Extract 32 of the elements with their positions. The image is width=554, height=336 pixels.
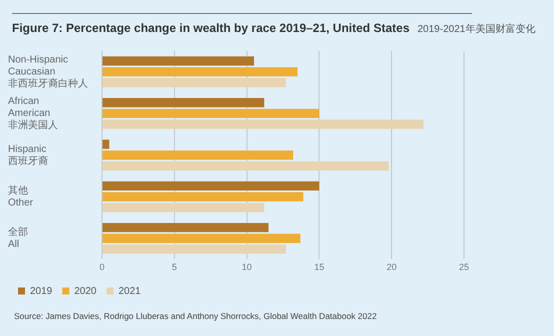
bar	[102, 244, 286, 254]
bar	[102, 181, 320, 191]
bar	[102, 222, 269, 232]
legend-label: 2019	[30, 286, 53, 297]
legend-label: 2020	[74, 286, 97, 297]
x-tick-label: 10	[242, 262, 252, 272]
chart-title: Figure 7: Percentage change in wealth by race 2019–21, United States	[12, 21, 410, 35]
chart-subtitle: 2019-2021年美国财富变化	[418, 24, 536, 35]
bar	[102, 234, 300, 243]
y-tick-label: Hispanic 西班牙裔	[8, 144, 48, 167]
bar	[102, 67, 298, 76]
bar	[102, 108, 320, 118]
bar	[102, 140, 110, 149]
bar	[102, 78, 286, 88]
bar	[102, 56, 254, 66]
legend-label: 2021	[118, 286, 142, 297]
source-note: Source: James Davies, Rodrigo Lluberas and Anthony Shorrocks, Global Wealth Databook 2022	[14, 311, 377, 321]
x-tick-label: 25	[458, 262, 470, 272]
y-tick-label: 其他 Other	[8, 184, 34, 208]
y-tick-label: Non-Hispanic Caucasian 非西班牙裔白种人	[8, 54, 88, 90]
bar	[102, 150, 294, 160]
bar	[102, 120, 424, 129]
x-tick-label: 20	[386, 262, 397, 272]
y-tick-label: African American 非洲美国人	[8, 96, 58, 132]
x-tick-label: 0	[99, 262, 105, 272]
x-tick-label: 15	[314, 262, 324, 272]
bar	[102, 202, 264, 212]
bar	[102, 98, 264, 108]
x-tick-label: 5	[172, 262, 177, 272]
y-tick-label: 全部 All	[8, 226, 28, 250]
bar	[102, 192, 304, 202]
bar	[102, 161, 389, 171]
